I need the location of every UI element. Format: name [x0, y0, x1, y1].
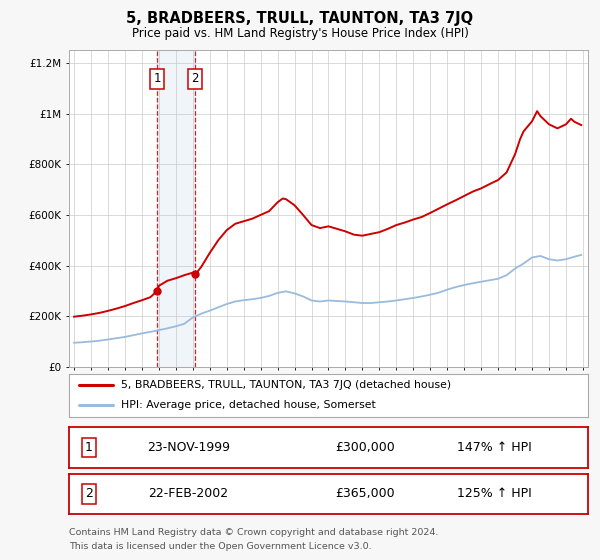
Text: 1: 1	[154, 72, 161, 85]
Text: 23-NOV-1999: 23-NOV-1999	[147, 441, 230, 454]
Text: 5, BRADBEERS, TRULL, TAUNTON, TA3 7JQ (detached house): 5, BRADBEERS, TRULL, TAUNTON, TA3 7JQ (d…	[121, 380, 451, 390]
Text: 1: 1	[85, 441, 92, 454]
Text: This data is licensed under the Open Government Licence v3.0.: This data is licensed under the Open Gov…	[69, 542, 371, 550]
Text: 5, BRADBEERS, TRULL, TAUNTON, TA3 7JQ: 5, BRADBEERS, TRULL, TAUNTON, TA3 7JQ	[127, 11, 473, 26]
Text: HPI: Average price, detached house, Somerset: HPI: Average price, detached house, Some…	[121, 400, 376, 410]
Text: £365,000: £365,000	[335, 487, 395, 501]
Text: 2: 2	[191, 72, 199, 85]
Text: 125% ↑ HPI: 125% ↑ HPI	[457, 487, 532, 501]
Bar	[157, 50, 196, 367]
Text: 22-FEB-2002: 22-FEB-2002	[148, 487, 229, 501]
Text: £300,000: £300,000	[335, 441, 395, 454]
Text: 147% ↑ HPI: 147% ↑ HPI	[457, 441, 532, 454]
Text: Contains HM Land Registry data © Crown copyright and database right 2024.: Contains HM Land Registry data © Crown c…	[69, 528, 439, 536]
Text: Price paid vs. HM Land Registry's House Price Index (HPI): Price paid vs. HM Land Registry's House …	[131, 27, 469, 40]
Text: 2: 2	[85, 487, 92, 501]
